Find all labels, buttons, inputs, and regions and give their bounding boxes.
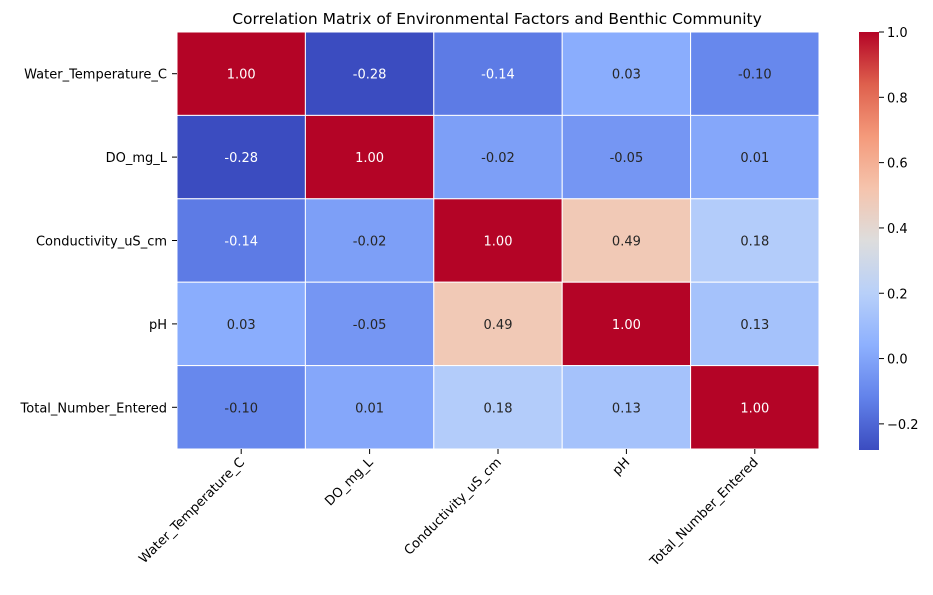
cell-annotation: 0.13 xyxy=(740,318,769,333)
heatmap-cell xyxy=(433,31,563,116)
heatmap-cell xyxy=(304,365,435,450)
cell-annotation: 0.18 xyxy=(484,401,513,416)
heatmap-cell xyxy=(561,281,692,367)
x-tick-label: pH xyxy=(610,455,633,478)
cell-annotation: -0.10 xyxy=(738,68,772,83)
heatmap-annotations: 1.00 -0.28 -0.14 0.03 -0.10 -0.28 1.00 -0.02 -0.… xyxy=(224,68,771,417)
cell-annotation: 1.00 xyxy=(612,318,641,333)
cell-annotation: 0.13 xyxy=(612,401,641,416)
heatmap-cell xyxy=(433,281,563,367)
cell-annotation: -0.05 xyxy=(610,151,644,166)
colorbar-tick-label: 0.6 xyxy=(887,157,908,172)
x-tick-label: Conductivity_uS_cm xyxy=(402,455,505,558)
colorbar-tick-label: 0.2 xyxy=(887,287,908,302)
y-tick-label: Total_Number_Entered xyxy=(20,401,167,416)
heatmap-cell xyxy=(176,365,306,450)
chart-title: Correlation Matrix of Environmental Fact… xyxy=(232,10,762,28)
heatmap-cell xyxy=(690,365,820,450)
colorbar-tick-label: −0.2 xyxy=(887,418,919,433)
x-tick-label: DO_mg_L xyxy=(322,455,377,510)
colorbar-gradient xyxy=(859,32,879,450)
cell-annotation: -0.28 xyxy=(353,68,387,83)
cell-annotation: 0.03 xyxy=(612,68,641,83)
heatmap-cell xyxy=(561,198,692,283)
cell-annotation: 0.01 xyxy=(740,151,769,166)
x-tick-label: Water_Temperature_C xyxy=(136,455,248,567)
colorbar: 1.0 0.8 0.6 0.4 0.2 0.0 −0.2 xyxy=(859,26,919,450)
y-tick-label: DO_mg_L xyxy=(106,151,168,166)
x-axis: Water_Temperature_C DO_mg_L Conductivity_u… xyxy=(136,449,762,570)
cell-annotation: 0.49 xyxy=(612,235,641,250)
cell-annotation: -0.14 xyxy=(224,235,258,250)
cell-annotation: -0.02 xyxy=(353,235,387,250)
y-axis: Water_Temperature_C DO_mg_L Conductivity_u… xyxy=(20,68,177,416)
cell-annotation: -0.28 xyxy=(224,151,258,166)
heatmap-cell xyxy=(690,198,820,283)
y-tick-label: Water_Temperature_C xyxy=(24,68,167,83)
cell-annotation: 0.18 xyxy=(740,235,769,250)
cell-annotation: -0.05 xyxy=(353,318,387,333)
cell-annotation: 1.00 xyxy=(227,68,256,83)
heatmap-cell xyxy=(304,31,435,116)
colorbar-tick-label: 0.4 xyxy=(887,222,908,237)
heatmap-cell xyxy=(304,281,435,367)
cell-annotation: -0.02 xyxy=(481,151,515,166)
cell-annotation: 0.49 xyxy=(484,318,513,333)
cell-annotation: -0.14 xyxy=(481,68,515,83)
cell-annotation: -0.10 xyxy=(224,401,258,416)
heatmap-cell xyxy=(176,114,306,200)
colorbar-tick-label: 0.0 xyxy=(887,353,908,368)
colorbar-tick-label: 1.0 xyxy=(887,26,908,41)
colorbar-tick-label: 0.8 xyxy=(887,91,908,106)
heatmap-cell xyxy=(433,198,563,283)
cell-annotation: 1.00 xyxy=(740,401,769,416)
x-tick-label: Total_Number_Entered xyxy=(647,455,762,570)
heatmap-cells xyxy=(176,31,820,450)
heatmap-cell xyxy=(176,31,306,116)
cell-annotation: 1.00 xyxy=(355,151,384,166)
heatmap-cell xyxy=(433,365,563,450)
cell-annotation: 0.01 xyxy=(355,401,384,416)
y-tick-label: Conductivity_uS_cm xyxy=(36,235,167,250)
cell-annotation: 1.00 xyxy=(484,235,513,250)
heatmap-cell xyxy=(690,114,820,200)
heatmap-cell xyxy=(433,114,563,200)
heatmap-cell xyxy=(690,31,820,116)
y-tick-label: pH xyxy=(149,318,167,333)
heatmap-cell xyxy=(561,31,692,116)
cell-annotation: 0.03 xyxy=(227,318,256,333)
heatmap-cell xyxy=(690,281,820,367)
heatmap-cell xyxy=(304,198,435,283)
